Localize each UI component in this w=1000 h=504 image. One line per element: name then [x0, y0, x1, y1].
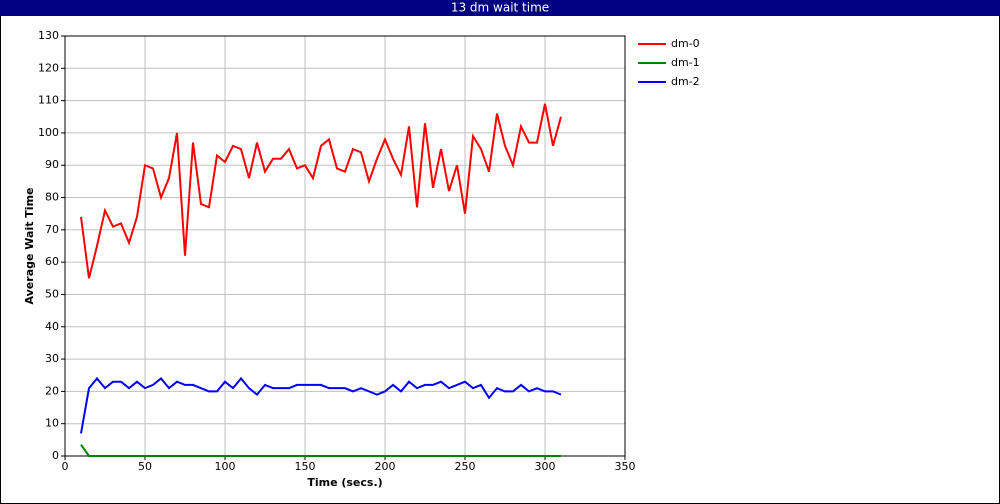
series-line	[80, 376, 562, 434]
x-tick-label: 350	[615, 460, 636, 473]
y-tick-label: 50	[45, 287, 59, 300]
x-tick-label: 200	[375, 460, 396, 473]
y-tick-label: 20	[45, 384, 59, 397]
y-tick-label: 70	[45, 223, 59, 236]
x-axis-label: Time (secs.)	[307, 476, 382, 489]
series-line	[80, 103, 562, 279]
plot-area	[65, 36, 625, 456]
title-bar	[0, 0, 1000, 16]
y-tick-label: 30	[45, 352, 59, 365]
x-tick-label: 0	[62, 460, 69, 473]
series-line	[80, 444, 561, 457]
x-tick-label: 250	[455, 460, 476, 473]
legend-label: dm-2	[671, 75, 700, 88]
y-tick-label: 60	[45, 255, 59, 268]
y-tick-label: 0	[52, 449, 59, 462]
y-tick-label: 40	[45, 320, 59, 333]
x-tick-label: 150	[295, 460, 316, 473]
y-tick-label: 10	[45, 417, 59, 430]
y-tick-label: 80	[45, 191, 59, 204]
x-tick-label: 300	[535, 460, 556, 473]
y-tick-label: 120	[38, 61, 59, 74]
y-axis-label: Average Wait Time	[23, 188, 36, 305]
y-tick-label: 90	[45, 158, 59, 171]
chart-title: 13 dm wait time	[451, 1, 549, 15]
legend-label: dm-0	[671, 37, 700, 50]
x-tick-label: 50	[138, 460, 152, 473]
legend-label: dm-1	[671, 56, 700, 69]
y-tick-label: 110	[38, 94, 59, 107]
y-tick-label: 130	[38, 29, 59, 42]
x-tick-label: 100	[215, 460, 236, 473]
y-tick-label: 100	[38, 126, 59, 139]
